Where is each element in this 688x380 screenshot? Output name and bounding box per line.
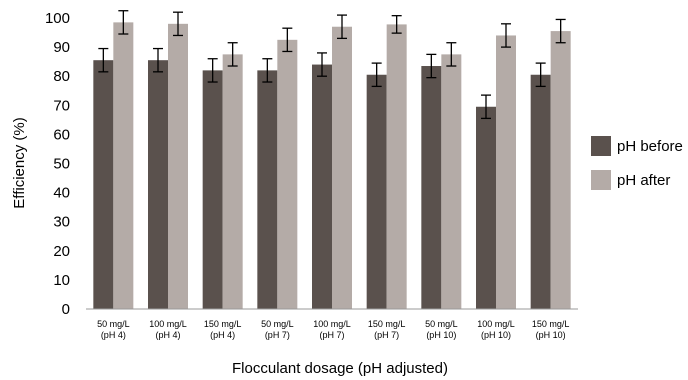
x-tick-label: 100 mg/L [313,319,351,329]
error-bar [426,53,437,79]
bar-ph-after [222,54,243,309]
bar-ph-before [530,74,551,310]
bar-ph-before [476,106,496,309]
y-tick-label: 80 [53,68,70,85]
y-tick-label: 60 [53,126,70,143]
x-tick-label: 100 mg/L [149,319,187,329]
bar-series [93,22,571,310]
y-tick-label: 50 [53,156,70,173]
bar-ph-before [202,70,223,309]
legend-swatch [591,136,611,156]
error-bar [535,62,546,88]
bar-ph-before [312,64,332,309]
x-tick-label: (pH 7) [319,330,344,340]
y-axis-ticks: 0 10 20 30 40 50 60 70 80 90 100 [45,10,70,318]
error-bar [555,18,566,44]
x-axis-label: Flocculant dosage (pH adjusted) [232,360,448,377]
x-tick-label: 100 mg/L [477,319,515,329]
error-bar [481,94,491,120]
error-bar [153,47,163,73]
error-bar [227,42,238,67]
x-tick-label: (pH 4) [101,330,126,340]
bar-ph-before [421,66,442,309]
x-tick-label: (pH 10) [481,330,511,340]
bar-ph-after [168,23,188,309]
error-bar [173,11,183,37]
y-axis-label: Efficiency (%) [11,117,28,208]
error-bar [262,58,273,83]
error-bar [282,27,293,53]
legend-label: pH after [617,172,670,189]
error-bar [207,58,218,83]
x-tick-label: (pH 10) [426,330,456,340]
error-bar [98,47,109,73]
bar-ph-before [93,60,114,309]
y-tick-label: 30 [53,214,70,231]
x-tick-label: (pH 4) [210,330,235,340]
x-tick-label: 150 mg/L [204,319,242,329]
bar-ph-after [441,54,462,309]
bar-ph-after [496,35,516,310]
x-tick-label: (pH 10) [536,330,566,340]
y-tick-label: 0 [62,301,70,318]
bar-ph-after [386,24,407,309]
y-tick-label: 10 [53,272,70,289]
error-bars [98,10,566,120]
bar-ph-after [550,31,571,309]
bar-ph-after [277,39,298,309]
error-bar [337,14,347,40]
x-tick-label: 150 mg/L [368,319,406,329]
x-tick-label: 50 mg/L [97,319,130,329]
y-tick-label: 100 [45,10,70,27]
error-bar [317,52,327,77]
x-tick-label: 150 mg/L [532,319,570,329]
bar-ph-before [366,74,387,310]
bar-ph-after [113,22,134,310]
x-tick-label: 50 mg/L [425,319,458,329]
error-bar [501,23,511,48]
error-bar [391,15,402,34]
x-tick-label: (pH 4) [155,330,180,340]
error-bar [371,62,382,88]
error-bar [118,10,129,35]
x-tick-label: 50 mg/L [261,319,294,329]
y-tick-label: 90 [53,39,70,56]
y-tick-label: 40 [53,185,70,202]
x-tick-label: (pH 7) [374,330,399,340]
legend: pH before pH after [591,136,683,190]
bar-ph-after [332,26,352,309]
bar-ph-before [257,70,278,309]
category-labels: 50 mg/L(pH 4)100 mg/L(pH 4)150 mg/L(pH 4… [97,319,569,340]
x-tick-label: (pH 7) [265,330,290,340]
y-tick-label: 20 [53,243,70,260]
bar-ph-before [148,60,168,309]
legend-label: pH before [617,138,683,155]
y-tick-label: 70 [53,97,70,114]
error-bar [446,42,457,67]
legend-swatch [591,170,611,190]
